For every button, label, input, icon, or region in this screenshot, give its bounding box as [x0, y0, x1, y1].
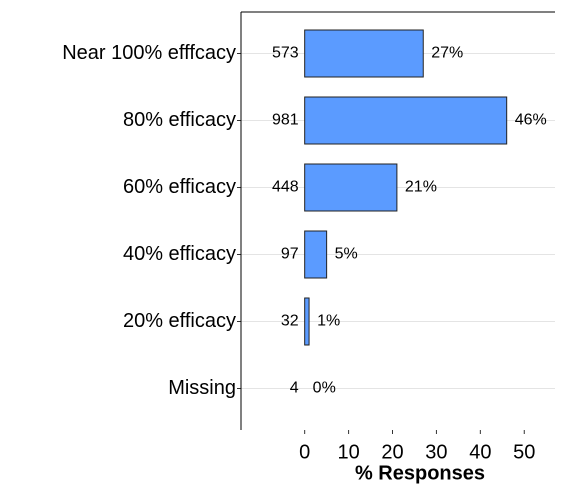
- x-tick-label: 50: [513, 441, 535, 463]
- value-label: 27%: [431, 45, 463, 62]
- value-label: 46%: [515, 112, 547, 129]
- x-tick-label: 0: [299, 441, 310, 463]
- y-tick-label: 40% efficacy: [123, 243, 236, 265]
- x-tick-label: 30: [425, 441, 447, 463]
- count-label: 32: [281, 313, 299, 330]
- value-label: 1%: [317, 313, 340, 330]
- y-tick-label: 80% efficacy: [123, 109, 236, 131]
- y-tick-label: 60% efficacy: [123, 176, 236, 198]
- y-tick-label: 20% efficacy: [123, 310, 236, 332]
- y-tick-label: Missing: [168, 377, 236, 399]
- value-label: 5%: [335, 246, 358, 263]
- count-label: 4: [290, 380, 299, 397]
- bar: [304, 297, 310, 346]
- y-tick-label: Near 100% efffcacy: [62, 42, 236, 64]
- count-label: 981: [272, 112, 299, 129]
- bar: [304, 96, 508, 145]
- x-axis-label: % Responses: [355, 462, 485, 484]
- value-label: 0%: [313, 380, 336, 397]
- x-tick-label: 40: [469, 441, 491, 463]
- count-label: 448: [272, 179, 299, 196]
- x-tick-label: 20: [381, 441, 403, 463]
- bar: [304, 230, 328, 279]
- bar: [304, 29, 424, 78]
- x-tick-label: 10: [337, 441, 359, 463]
- count-label: 97: [281, 246, 299, 263]
- value-label: 21%: [405, 179, 437, 196]
- bar: [304, 163, 398, 212]
- count-label: 573: [272, 45, 299, 62]
